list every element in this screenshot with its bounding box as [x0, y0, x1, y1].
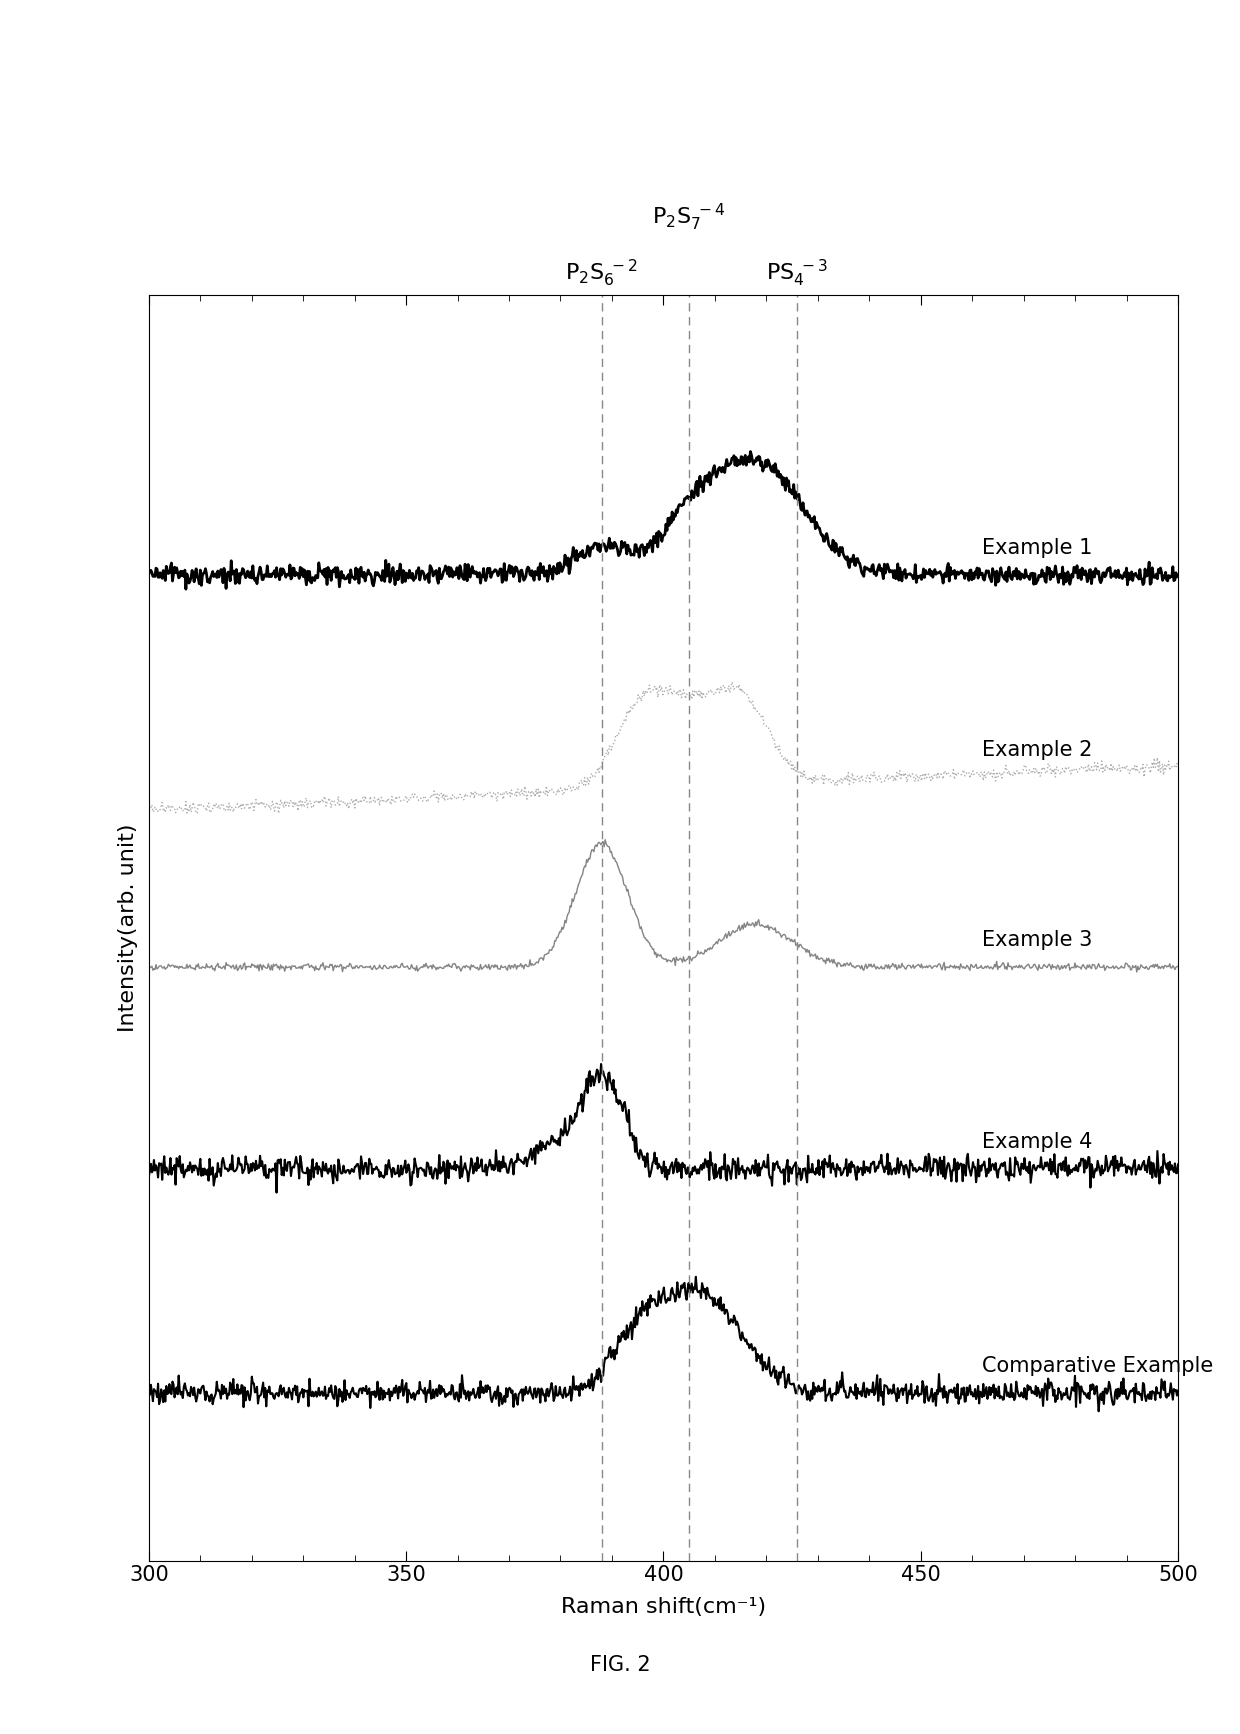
Text: Example 3: Example 3 [982, 929, 1092, 950]
Text: Comparative Example: Comparative Example [982, 1356, 1214, 1375]
Text: $\mathrm{P_2S_7^{\ -4}}$: $\mathrm{P_2S_7^{\ -4}}$ [652, 201, 725, 232]
Y-axis label: Intensity(arb. unit): Intensity(arb. unit) [118, 824, 138, 1032]
X-axis label: Raman shift(cm⁻¹): Raman shift(cm⁻¹) [560, 1597, 766, 1616]
Text: $\mathrm{P_2S_6^{\ -2}}$: $\mathrm{P_2S_6^{\ -2}}$ [565, 258, 639, 290]
Text: FIG. 2: FIG. 2 [590, 1654, 650, 1675]
Text: Example 1: Example 1 [982, 538, 1092, 558]
Text: Example 2: Example 2 [982, 740, 1092, 759]
Text: Example 4: Example 4 [982, 1132, 1092, 1151]
Text: $\mathrm{PS_4^{\ -3}}$: $\mathrm{PS_4^{\ -3}}$ [766, 258, 828, 290]
